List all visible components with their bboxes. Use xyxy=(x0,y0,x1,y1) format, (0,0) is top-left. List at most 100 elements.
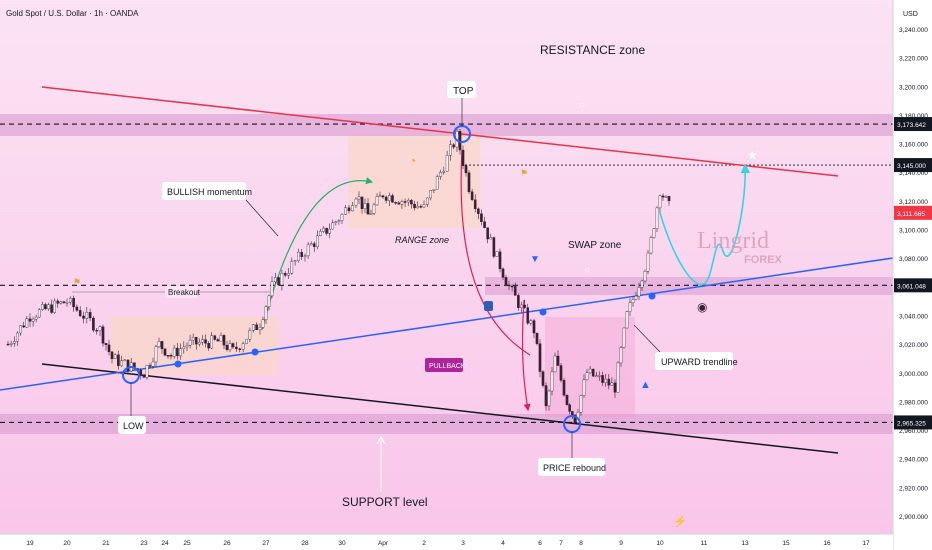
candle-body xyxy=(337,220,341,222)
candle-body xyxy=(204,339,207,344)
flag-icon-2: ⚑ xyxy=(520,168,528,178)
date-tick-label: 8 xyxy=(579,540,583,547)
candle-body xyxy=(117,354,120,366)
candle-body xyxy=(547,390,551,407)
candle-body xyxy=(258,327,262,330)
upward-trendline-label: UPWARD trendline xyxy=(661,357,738,367)
candle-body xyxy=(378,195,382,197)
candle-body xyxy=(470,191,474,200)
candle-body xyxy=(588,368,592,373)
pullback-badge: PULLBACK xyxy=(425,358,466,372)
trend-touch-1 xyxy=(174,360,182,368)
support-trendline[interactable] xyxy=(41,363,839,454)
price-axis[interactable] xyxy=(893,0,932,550)
breakout-range-box xyxy=(110,317,278,375)
candle-body xyxy=(166,355,170,357)
price-tick-label: 2,900.000 xyxy=(899,514,928,521)
top-label: TOP xyxy=(453,86,474,97)
candle-body xyxy=(113,354,117,360)
range-zone-label: RANGE zone xyxy=(395,235,449,245)
watermark-title: Lingrid xyxy=(697,228,769,254)
projection-path xyxy=(659,163,751,286)
price-tick-label: 3,120.000 xyxy=(899,199,928,206)
time-axis[interactable] xyxy=(0,534,893,550)
candle-body xyxy=(403,201,407,203)
pullback-arrow xyxy=(521,299,531,412)
candle-body xyxy=(616,362,620,393)
candle-body xyxy=(442,171,446,173)
candle-body xyxy=(422,204,426,208)
candle-body xyxy=(538,343,542,372)
pullback-label: PULLBACK xyxy=(429,363,466,370)
support-level-label: SUPPORT level xyxy=(342,495,428,509)
drop-arrow xyxy=(460,149,531,356)
candle-body xyxy=(34,316,38,320)
candle-body xyxy=(517,295,520,308)
candle-body xyxy=(461,149,465,166)
candle-body xyxy=(95,329,98,332)
candle-body xyxy=(360,196,364,209)
candle-body xyxy=(573,414,577,423)
candle-body xyxy=(347,207,351,212)
candle-body xyxy=(22,325,26,328)
top-callout: TOP xyxy=(447,81,476,126)
candle-body xyxy=(571,411,574,416)
flag-icon: ⚑ xyxy=(73,277,81,287)
candle-body xyxy=(9,343,13,345)
candle-body xyxy=(92,317,95,331)
candle-body xyxy=(148,365,152,367)
candle-body xyxy=(661,195,665,198)
candle-body xyxy=(489,237,493,240)
candle-body xyxy=(110,351,114,360)
candle-body xyxy=(328,228,331,234)
candle-body xyxy=(504,277,508,286)
candle-body xyxy=(529,320,533,324)
candle-body xyxy=(419,206,423,208)
date-tick-label: Apr xyxy=(378,540,389,547)
candlestick-series xyxy=(6,127,671,425)
price-tag-label: 2,965.325 xyxy=(897,420,926,427)
price-tick-label: 3,020.000 xyxy=(899,342,928,349)
candle-body xyxy=(31,318,35,322)
upward-trendline-callout: UPWARD trendline xyxy=(633,324,738,370)
candle-body xyxy=(176,347,179,357)
candle-body xyxy=(231,343,235,348)
resistance-trendline[interactable] xyxy=(41,86,839,177)
price-tick-label: 2,980.000 xyxy=(899,399,928,406)
date-tick-label: 23 xyxy=(140,540,148,547)
price-tick-label: 3,040.000 xyxy=(899,313,928,320)
candle-body xyxy=(652,228,656,238)
swap-zone-box xyxy=(485,277,893,295)
candle-body xyxy=(646,252,650,272)
candle-body xyxy=(556,355,560,366)
candle-body xyxy=(357,196,361,200)
candle-body xyxy=(384,196,388,201)
trend-touch-2 xyxy=(251,348,259,356)
candle-body xyxy=(37,309,41,318)
candle-body xyxy=(467,172,471,193)
date-tick-label: 9 xyxy=(619,540,623,547)
candle-body xyxy=(145,365,149,378)
eye-icon: ◉ xyxy=(697,300,707,314)
candle-body xyxy=(416,206,419,209)
candle-body xyxy=(553,355,557,373)
date-tick-label: 7 xyxy=(559,540,563,547)
price-tick-label: 2,920.000 xyxy=(899,485,928,492)
candle-body xyxy=(582,379,586,396)
candle-body xyxy=(251,324,255,331)
price-tick-label: 2,960.000 xyxy=(899,428,928,435)
price-tick-label: 3,140.000 xyxy=(899,170,928,177)
candle-body xyxy=(598,375,601,377)
candle-body xyxy=(535,332,539,344)
candle-body xyxy=(303,255,307,258)
price-rebound-callout: PRICE rebound xyxy=(538,432,606,476)
price-tag xyxy=(894,117,932,132)
candle-body xyxy=(88,312,92,319)
candle-body xyxy=(264,306,268,320)
candle-body xyxy=(85,312,89,319)
candle-body xyxy=(169,355,173,357)
candle-body xyxy=(406,200,410,203)
upward-trendline[interactable] xyxy=(0,257,894,391)
price-tick-label: 3,200.000 xyxy=(899,84,928,91)
